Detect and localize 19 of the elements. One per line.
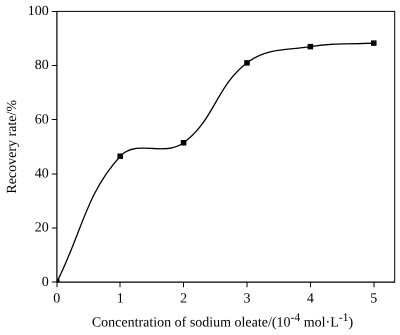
x-tick-label: 1 <box>116 291 124 306</box>
y-axis-title: Recovery rate/% <box>5 100 20 194</box>
y-tick-label: 80 <box>34 58 49 74</box>
point <box>180 140 186 146</box>
point <box>117 154 123 160</box>
x-tick-label: 2 <box>180 291 188 306</box>
point <box>308 44 314 50</box>
y-tick-label: 20 <box>34 220 49 236</box>
point <box>371 40 377 46</box>
x-tick-label: 3 <box>243 291 250 306</box>
y-tick-label: 0 <box>42 274 49 290</box>
x-axis-title: Concentration of sodium oleate/(10$^{-4}$ mol·L$^{-1}$) <box>90 311 354 332</box>
x-tick-label: 4 <box>306 291 314 306</box>
y-tick-label: 100 <box>28 4 49 20</box>
point <box>244 60 250 66</box>
y-tick-label: 40 <box>34 166 49 182</box>
x-tick-label: 0 <box>53 291 60 306</box>
x-tick-label: 5 <box>370 291 378 306</box>
y-tick-label: 60 <box>34 112 49 128</box>
